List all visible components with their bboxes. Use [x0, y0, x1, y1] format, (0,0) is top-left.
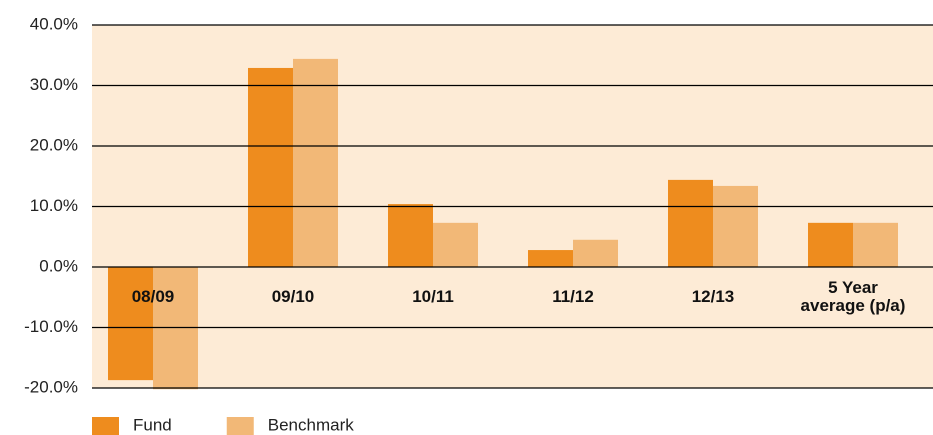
bar: [293, 58, 338, 267]
bar: [108, 267, 153, 381]
bar: [573, 239, 618, 267]
bar: [248, 67, 293, 267]
bar: [528, 250, 573, 267]
y-tick-label: 20.0%: [30, 135, 78, 154]
x-tick-label: 10/11: [412, 287, 454, 306]
y-tick-label: 40.0%: [30, 14, 78, 33]
legend-label: Fund: [133, 415, 172, 434]
y-tick-label: 30.0%: [30, 75, 78, 94]
bar: [808, 222, 853, 267]
y-tick-label: 10.0%: [30, 196, 78, 215]
bar: [388, 204, 433, 267]
y-tick-label: -20.0%: [24, 377, 78, 396]
bar: [433, 222, 478, 267]
bar: [853, 222, 898, 267]
x-tick-label: 5 Year average (p/a): [800, 278, 906, 315]
bar: [668, 179, 713, 267]
legend-label: Benchmark: [268, 415, 354, 434]
legend-swatch: [92, 417, 119, 435]
x-tick-label: 11/12: [552, 287, 594, 306]
y-tick-label: -10.0%: [24, 317, 78, 336]
x-tick-label: 08/09: [131, 287, 175, 306]
y-tick-label: 0.0%: [39, 256, 78, 275]
legend-swatch: [226, 417, 254, 435]
x-tick-label: 09/10: [271, 287, 315, 306]
bar: [713, 185, 758, 267]
x-tick-label: 12/13: [691, 287, 735, 306]
